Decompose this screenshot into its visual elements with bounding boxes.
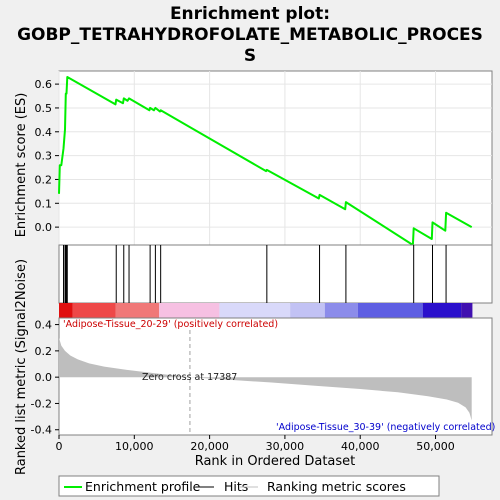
metric-tick-label: 0.0 bbox=[35, 371, 53, 384]
color-bar-segment bbox=[159, 303, 220, 318]
x-tick-label: 40,000 bbox=[341, 440, 380, 453]
es-tick-label: 0.0 bbox=[35, 221, 53, 234]
chart-title-line2: GOBP_TETRAHYDROFOLATE_METABOLIC_PROCES bbox=[17, 25, 483, 45]
chart-title-line1: Enrichment plot: bbox=[170, 4, 330, 24]
es-tick-label: 0.4 bbox=[35, 126, 53, 139]
metric-axis-label: Ranked list metric (Signal2Noise) bbox=[14, 259, 29, 475]
color-bar-segment bbox=[115, 303, 160, 318]
color-bar-segment bbox=[290, 303, 325, 318]
color-bar-segment bbox=[357, 303, 423, 318]
x-tick-label: 0 bbox=[56, 440, 63, 453]
x-tick-label: 10,000 bbox=[115, 440, 154, 453]
legend-label: Hits bbox=[224, 479, 248, 494]
color-bar-segment bbox=[422, 303, 462, 318]
hits-panel bbox=[58, 244, 493, 304]
ranking-metric-area bbox=[59, 337, 472, 421]
es-tick-label: 0.1 bbox=[35, 197, 53, 210]
x-tick-label: 30,000 bbox=[266, 440, 305, 453]
x-tick-label: 50,000 bbox=[416, 440, 455, 453]
x-axis-label: Rank in Ordered Dataset bbox=[195, 454, 356, 469]
x-tick-label: 20,000 bbox=[190, 440, 229, 453]
legend-label: Enrichment profile bbox=[85, 479, 201, 494]
es-tick-label: 0.3 bbox=[35, 150, 53, 163]
metric-tick-label: 0.4 bbox=[35, 319, 53, 332]
legend-box bbox=[58, 475, 440, 497]
color-bar-segment bbox=[72, 303, 116, 318]
positive-correlation-label: 'Adipose-Tissue_20-29' (positively corre… bbox=[63, 319, 278, 330]
es-tick-label: 0.5 bbox=[35, 102, 53, 115]
es-axis-label: Enrichment score (ES) bbox=[14, 93, 29, 238]
zero-cross-label: Zero cross at 17387 bbox=[142, 372, 237, 383]
metric-tick-label: -0.2 bbox=[31, 397, 52, 410]
color-bar-segment bbox=[324, 303, 358, 318]
legend-label: Ranking metric scores bbox=[267, 479, 406, 494]
color-bar-segment bbox=[461, 303, 473, 318]
enrichment-profile-line bbox=[58, 76, 473, 246]
metric-tick-label: -0.4 bbox=[31, 424, 52, 437]
color-bar-segment bbox=[219, 303, 291, 318]
es-tick-label: 0.6 bbox=[35, 78, 53, 91]
es-panel bbox=[58, 70, 493, 246]
es-tick-label: 0.2 bbox=[35, 173, 53, 186]
negative-correlation-label: 'Adipose-Tissue_30-39' (negatively corre… bbox=[276, 422, 495, 433]
metric-tick-label: 0.2 bbox=[35, 345, 53, 358]
color-bar-segment bbox=[59, 303, 73, 318]
chart-title-line3: S bbox=[244, 46, 256, 66]
